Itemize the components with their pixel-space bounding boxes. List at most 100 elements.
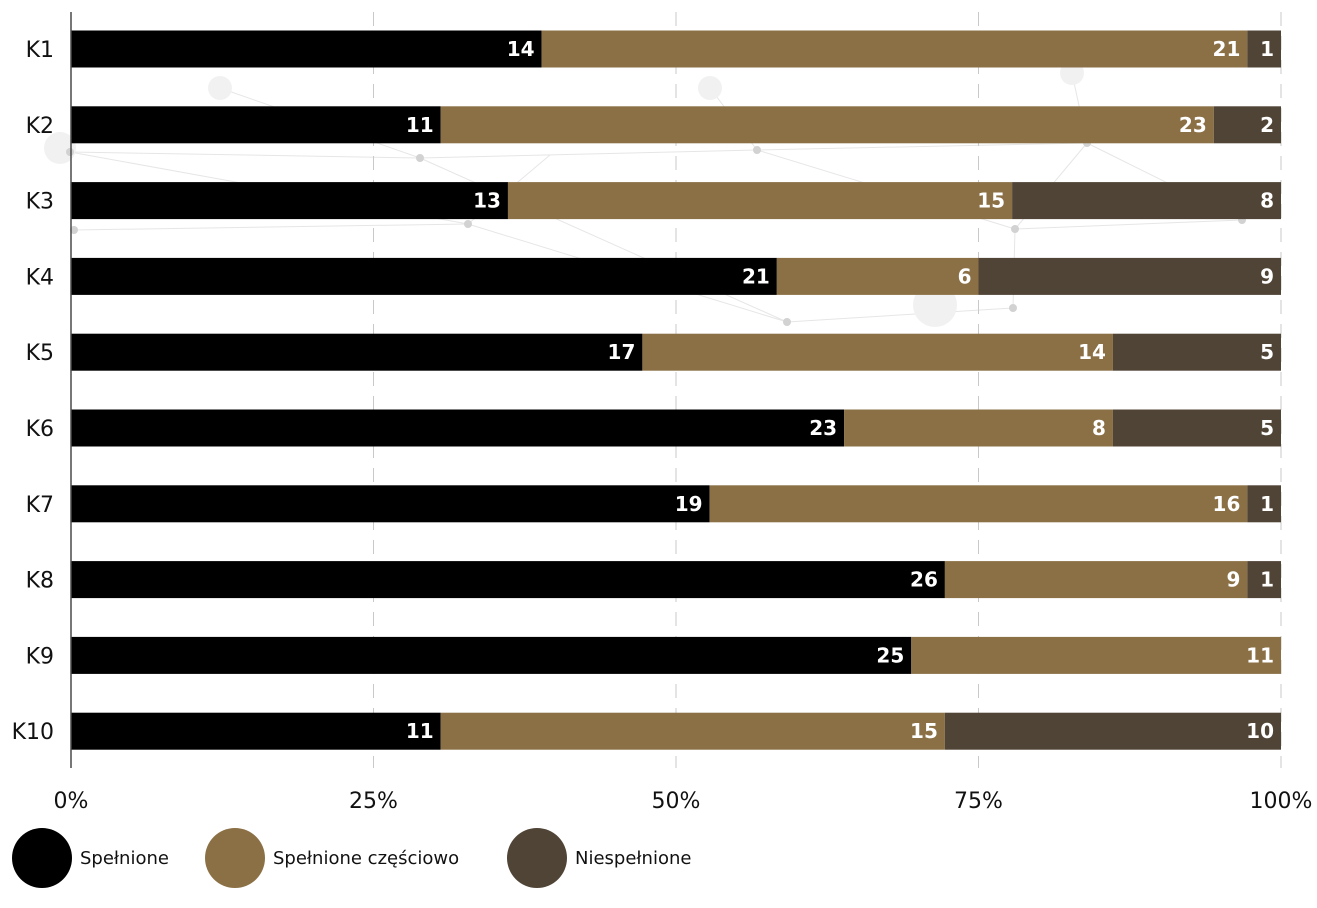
- category-label: K4: [26, 265, 54, 290]
- data-label: 21: [742, 264, 770, 288]
- data-label: 17: [608, 340, 636, 364]
- bar-segment: [642, 333, 1113, 371]
- bar-segment: [440, 106, 1214, 144]
- bar-segment: [776, 257, 979, 295]
- background-node: [416, 154, 424, 162]
- data-label: 25: [876, 643, 904, 667]
- bar-segment: [71, 636, 912, 674]
- bar-segment: [1012, 182, 1281, 220]
- background-blob: [698, 76, 722, 100]
- background-line: [419, 149, 758, 159]
- data-label: 14: [1078, 340, 1106, 364]
- x-tick-label: 100%: [1250, 789, 1313, 814]
- data-label: 5: [1260, 340, 1274, 364]
- bar-segment: [1112, 333, 1281, 371]
- data-label: 1: [1260, 492, 1274, 516]
- category-label: K8: [26, 569, 54, 594]
- x-tick-label: 25%: [349, 789, 398, 814]
- background-line: [69, 151, 421, 159]
- data-label: 15: [910, 719, 938, 743]
- data-label: 21: [1213, 37, 1241, 61]
- background-line: [1014, 219, 1243, 230]
- data-label: 5: [1260, 416, 1274, 440]
- category-label: K3: [26, 190, 54, 215]
- bar-segment: [844, 409, 1113, 447]
- background-node: [1009, 304, 1017, 312]
- bar-segment: [978, 257, 1281, 295]
- bar-segment: [71, 182, 508, 220]
- background-blob: [44, 132, 76, 164]
- bar-segment: [1112, 409, 1281, 447]
- bar-segment: [944, 712, 1281, 750]
- bar-segment: [1247, 30, 1281, 68]
- legend-label: Spełnione: [80, 848, 169, 869]
- bar-segment: [944, 561, 1248, 599]
- background-node: [783, 318, 791, 326]
- bar-segment: [1247, 485, 1281, 523]
- bar-segment: [1247, 561, 1281, 599]
- data-label: 16: [1213, 492, 1241, 516]
- background-node: [1011, 225, 1019, 233]
- x-tick-label: 75%: [954, 789, 1003, 814]
- bar-segment: [71, 561, 945, 599]
- x-tick-label: 50%: [652, 789, 701, 814]
- background-node: [66, 148, 74, 156]
- background-node: [464, 220, 472, 228]
- legend-label: Niespełnione: [575, 848, 691, 869]
- category-label: K7: [26, 493, 54, 518]
- background-line: [73, 223, 469, 231]
- legend-swatch: [12, 828, 72, 888]
- category-label: K2: [26, 114, 54, 139]
- bar-segment: [911, 636, 1281, 674]
- bar-segment: [71, 333, 643, 371]
- data-label: 8: [1260, 189, 1274, 213]
- background-line: [756, 142, 1088, 151]
- background-blob: [208, 76, 232, 100]
- data-label: 9: [1260, 264, 1274, 288]
- data-label: 9: [1226, 568, 1240, 592]
- data-label: 6: [958, 264, 972, 288]
- bar-segment: [1213, 106, 1281, 144]
- bar-segment: [71, 485, 710, 523]
- category-label: K5: [26, 341, 54, 366]
- category-label: K6: [26, 417, 54, 442]
- bar-segment: [71, 409, 845, 447]
- data-label: 11: [406, 719, 434, 743]
- data-label: 14: [507, 37, 535, 61]
- data-label: 1: [1260, 568, 1274, 592]
- bar-segment: [541, 30, 1248, 68]
- axes: 0% 25% 50% 75% 100% K1 K2 K3 K4 K5 K6 K7 K8 K9 K10: [12, 12, 1313, 814]
- bar-segment: [71, 257, 777, 295]
- data-label: 1: [1260, 37, 1274, 61]
- data-label: 23: [809, 416, 837, 440]
- category-label: K9: [26, 644, 54, 669]
- background-line: [786, 307, 1014, 323]
- data-label: 8: [1092, 416, 1106, 440]
- x-tick-label: 0%: [54, 789, 89, 814]
- bar-segment: [71, 106, 441, 144]
- legend-swatch: [205, 828, 265, 888]
- legend-swatch: [507, 828, 567, 888]
- legend: Spełnione Spełnione częściowo Niespełnione: [12, 828, 691, 888]
- background-node: [70, 226, 78, 234]
- data-label: 10: [1246, 719, 1274, 743]
- data-label: 11: [1246, 643, 1274, 667]
- legend-label: Spełnione częściowo: [273, 848, 459, 869]
- bar-segment: [709, 485, 1248, 523]
- background-node: [753, 146, 761, 154]
- bar-segment: [71, 30, 542, 68]
- data-label: 15: [977, 189, 1005, 213]
- category-label: K1: [26, 38, 54, 63]
- bars: 14 21 111 23 213 15 821 6 917 14 523 8 519 16 126 9 125 1…: [71, 30, 1281, 750]
- data-label: 2: [1260, 113, 1274, 137]
- data-label: 11: [406, 113, 434, 137]
- bar-segment: [440, 712, 945, 750]
- data-label: 23: [1179, 113, 1207, 137]
- category-label: K10: [12, 720, 54, 745]
- data-label: 19: [675, 492, 703, 516]
- bar-segment: [71, 712, 441, 750]
- bar-segment: [507, 182, 1013, 220]
- data-label: 13: [473, 189, 501, 213]
